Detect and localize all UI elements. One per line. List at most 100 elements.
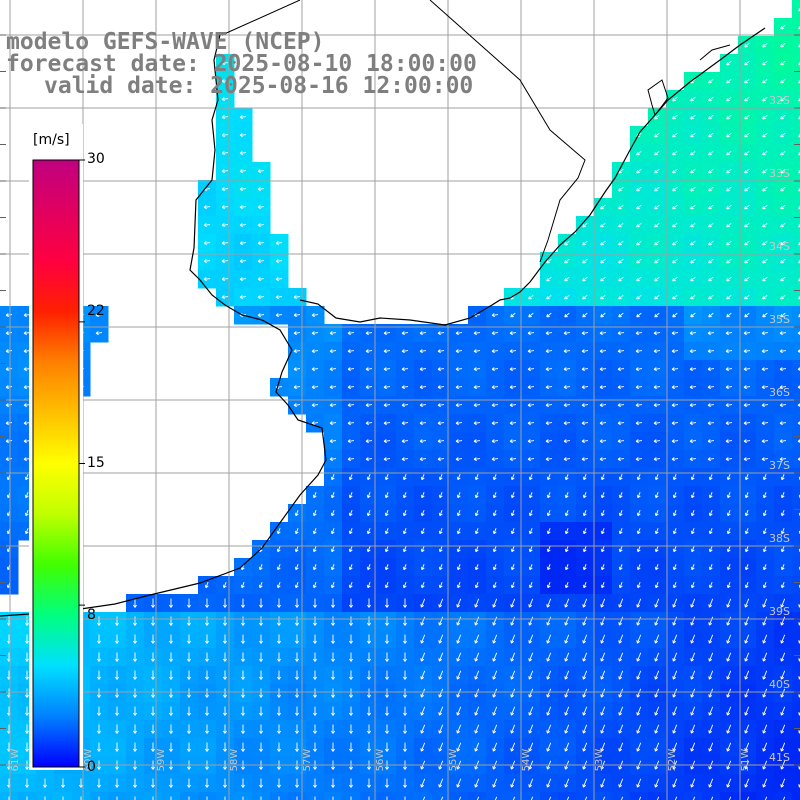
wind-arrow xyxy=(636,312,642,318)
wind-arrow xyxy=(62,796,64,800)
wind-arrow xyxy=(403,634,407,644)
wind-arrow xyxy=(708,204,714,210)
wind-arrow xyxy=(115,742,119,752)
wind-arrow xyxy=(762,724,768,734)
wind-arrow xyxy=(690,168,696,174)
wind-arrow xyxy=(474,546,479,553)
wind-arrow xyxy=(187,670,191,680)
wind-arrow xyxy=(762,312,768,318)
wind-arrow xyxy=(187,688,191,698)
wind-arrow xyxy=(581,403,589,408)
wind-arrow xyxy=(564,598,570,608)
wind-arrow xyxy=(509,367,517,372)
wind-arrow xyxy=(293,349,301,354)
wind-arrow xyxy=(438,492,443,499)
wind-arrow xyxy=(779,457,787,462)
wind-arrow xyxy=(690,132,696,138)
wind-arrow xyxy=(761,421,769,426)
wind-arrow xyxy=(708,78,714,84)
wind-arrow xyxy=(672,510,677,517)
wind-arrow xyxy=(170,796,172,800)
latitude-label: 35S xyxy=(769,313,790,326)
wind-arrow xyxy=(672,706,678,716)
wind-arrow xyxy=(241,688,245,698)
wind-arrow xyxy=(761,457,769,462)
wind-arrow xyxy=(510,670,516,680)
wind-arrow xyxy=(528,742,534,752)
wind-arrow xyxy=(95,313,103,318)
wind-arrow xyxy=(654,474,659,481)
wind-arrow xyxy=(456,652,462,662)
wind-arrow xyxy=(420,598,426,608)
wind-arrow xyxy=(455,421,463,426)
wind-arrow xyxy=(80,796,82,800)
wind-arrow xyxy=(438,724,444,734)
wind-arrow xyxy=(762,258,768,264)
wind-arrow xyxy=(743,331,751,336)
wind-cell xyxy=(126,792,145,800)
wind-arrow xyxy=(528,474,533,481)
wind-arrow xyxy=(582,510,587,517)
wind-arrow xyxy=(780,204,786,210)
wind-arrow xyxy=(654,706,660,716)
wind-arrow xyxy=(564,778,570,788)
wind-arrow xyxy=(420,706,426,716)
wind-cell xyxy=(792,144,800,163)
wind-arrow xyxy=(385,706,389,716)
wind-arrow xyxy=(509,349,517,354)
wind-arrow xyxy=(365,331,373,336)
wind-arrow xyxy=(385,616,389,626)
wind-arrow xyxy=(277,670,281,680)
wind-arrow xyxy=(205,778,209,788)
wind-arrow xyxy=(365,457,373,462)
wind-cell xyxy=(792,738,800,757)
wind-arrow xyxy=(492,564,497,571)
wind-arrow xyxy=(690,114,696,120)
wind-arrow xyxy=(383,403,391,408)
wind-arrow xyxy=(420,724,426,734)
wind-arrow xyxy=(798,205,800,210)
wind-arrow xyxy=(744,564,749,571)
wind-arrow xyxy=(707,331,715,336)
wind-cell xyxy=(198,792,217,800)
wind-arrow xyxy=(726,222,732,228)
wind-arrow xyxy=(151,598,155,608)
wind-arrow xyxy=(367,724,371,734)
wind-arrow xyxy=(780,474,785,481)
wind-arrow xyxy=(689,331,697,336)
wind-arrow xyxy=(419,439,427,444)
wind-arrow xyxy=(600,564,605,571)
wind-arrow xyxy=(780,132,786,138)
wind-arrow xyxy=(708,312,714,318)
wind-arrow xyxy=(277,598,281,608)
latitude-label: 40S xyxy=(769,678,790,691)
wind-arrow xyxy=(708,96,714,102)
wind-arrow xyxy=(203,223,211,228)
wind-arrow xyxy=(473,367,481,372)
wind-arrow xyxy=(618,276,624,282)
wind-arrow xyxy=(762,222,768,228)
wind-arrow xyxy=(239,115,247,120)
wind-arrow xyxy=(635,439,643,444)
wind-arrow xyxy=(492,688,498,698)
wind-arrow xyxy=(618,528,623,535)
wind-arrow xyxy=(528,312,534,318)
wind-arrow xyxy=(780,168,786,174)
wind-arrow xyxy=(672,204,678,210)
wind-arrow xyxy=(313,706,317,716)
wind-arrow xyxy=(403,724,407,734)
wind-arrow xyxy=(438,510,443,517)
wind-arrow xyxy=(618,616,624,626)
wind-arrow xyxy=(402,528,407,535)
wind-arrow xyxy=(635,349,643,354)
longitude-labels: 61W 60W 59W 58W 57W 56W 55W 54W 53W 52W 51W xyxy=(10,749,751,772)
wind-arrow xyxy=(708,186,714,192)
wind-arrow xyxy=(527,457,535,462)
wind-cell xyxy=(792,36,800,55)
wind-arrow xyxy=(347,421,355,426)
wind-arrow xyxy=(672,222,678,228)
wind-arrow xyxy=(725,403,733,408)
wind-arrow xyxy=(437,403,445,408)
wind-arrow xyxy=(276,528,281,535)
